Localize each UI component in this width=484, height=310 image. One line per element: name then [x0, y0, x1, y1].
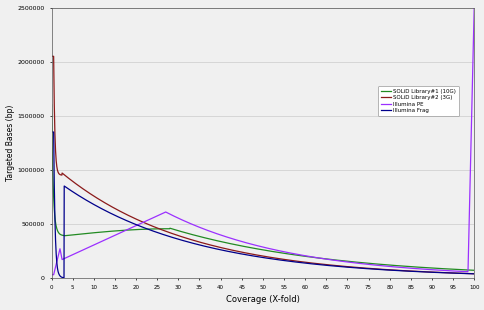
SOLiD Library#1 (10G)	[458, 268, 464, 272]
Illumina Frag	[48, 130, 54, 134]
SOLiD Library#1 (10G)	[242, 245, 248, 249]
Line: SOLiD Library#1 (10G): SOLiD Library#1 (10G)	[51, 105, 473, 270]
Line: SOLiD Library#2 (3G): SOLiD Library#2 (3G)	[51, 56, 473, 274]
SOLiD Library#2 (3G)	[242, 251, 248, 255]
SOLiD Library#1 (10G)	[380, 263, 386, 267]
Illumina Frag	[70, 190, 76, 194]
Illumina Frag	[242, 253, 248, 257]
Illumina PE	[254, 244, 259, 247]
SOLiD Library#1 (10G)	[458, 268, 464, 272]
SOLiD Library#1 (10G)	[70, 233, 76, 237]
Y-axis label: Targeted Bases (bp): Targeted Bases (bp)	[5, 104, 15, 181]
Illumina PE	[458, 270, 464, 273]
Illumina Frag	[61, 276, 67, 280]
Illumina PE	[48, 273, 54, 277]
Line: Illumina PE: Illumina PE	[51, 7, 473, 275]
Illumina PE	[470, 6, 476, 9]
SOLiD Library#2 (3G)	[48, 54, 54, 58]
Illumina Frag	[254, 255, 259, 259]
Line: Illumina Frag: Illumina Frag	[51, 132, 473, 278]
Illumina PE	[458, 270, 464, 273]
X-axis label: Coverage (X-fold): Coverage (X-fold)	[226, 295, 299, 304]
Illumina PE	[242, 241, 248, 245]
Illumina PE	[70, 253, 76, 256]
Legend: SOLiD Library#1 (10G), SOLiD Library#2 (3G), Illumina PE, Illumina Frag: SOLiD Library#1 (10G), SOLiD Library#2 (…	[378, 86, 458, 116]
SOLiD Library#2 (3G)	[470, 272, 476, 276]
SOLiD Library#2 (3G)	[458, 272, 464, 275]
SOLiD Library#2 (3G)	[254, 253, 259, 257]
SOLiD Library#1 (10G)	[48, 103, 54, 107]
SOLiD Library#2 (3G)	[458, 272, 464, 275]
Illumina Frag	[381, 268, 387, 272]
Illumina Frag	[470, 272, 476, 276]
Illumina Frag	[458, 272, 464, 275]
SOLiD Library#1 (10G)	[470, 268, 476, 272]
Illumina Frag	[458, 272, 464, 275]
Illumina PE	[380, 264, 386, 268]
SOLiD Library#1 (10G)	[254, 247, 259, 251]
SOLiD Library#2 (3G)	[70, 180, 76, 184]
SOLiD Library#2 (3G)	[380, 268, 386, 271]
